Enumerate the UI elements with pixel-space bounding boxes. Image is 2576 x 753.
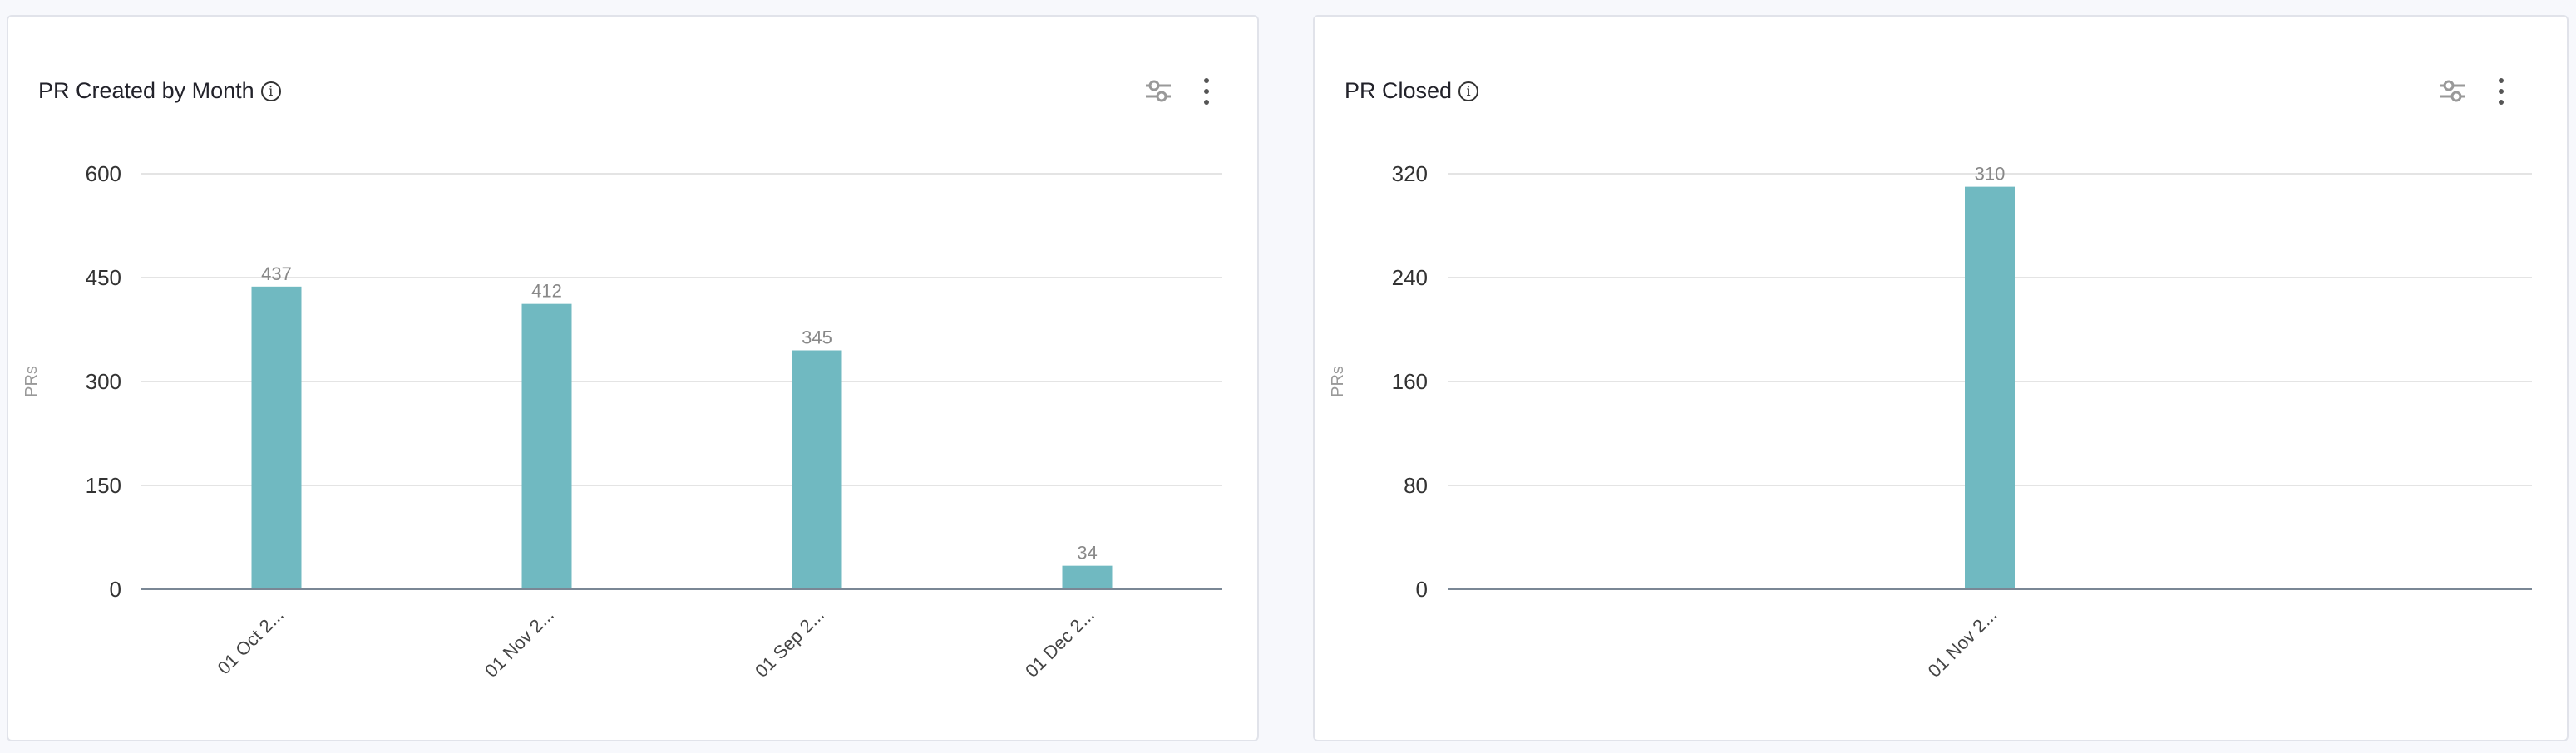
x-tick-label: 01 Sep 2...: [751, 604, 828, 682]
card-title-text: PR Closed: [1345, 78, 1453, 103]
pr-created-card: PR Created by Month i 0 150 300 450 600 PRs 437…: [7, 15, 1259, 741]
y-tick-label: 320: [1392, 161, 1428, 186]
y-tick-label: 0: [1416, 577, 1428, 602]
more-options-icon[interactable]: [2497, 76, 2505, 106]
pr-closed-chart: 0 80 160 240 320 PRs 310 01 Nov 2...: [1329, 161, 2532, 682]
y-tick-label: 240: [1392, 265, 1428, 290]
bar: [1965, 186, 2015, 589]
y-tick-label: 0: [110, 577, 121, 602]
y-tick-label: 600: [86, 161, 121, 186]
y-axis-label: PRs: [1329, 366, 1347, 397]
info-icon[interactable]: i: [260, 81, 281, 101]
y-tick-label: 450: [86, 265, 121, 290]
bar: [792, 350, 842, 589]
data-label: 345: [802, 327, 832, 348]
y-tick-label: 300: [86, 369, 121, 394]
filter-settings-icon[interactable]: [2439, 78, 2467, 103]
info-icon[interactable]: i: [1458, 81, 1479, 101]
data-label: 34: [1077, 543, 1097, 564]
y-tick-label: 80: [1404, 473, 1428, 498]
x-tick-label: 01 Nov 2...: [481, 604, 558, 682]
card-title-text: PR Created by Month: [38, 78, 254, 103]
data-label: 310: [1975, 164, 2006, 185]
data-label: 412: [531, 281, 562, 302]
x-tick-label: 01 Nov 2...: [1924, 604, 2001, 682]
x-tick-label: 01 Dec 2...: [1021, 604, 1098, 682]
card-title: PR Closed i: [1345, 78, 1479, 104]
bar: [521, 303, 572, 589]
y-tick-label: 160: [1392, 369, 1428, 394]
bar: [1062, 565, 1113, 589]
filter-settings-icon[interactable]: [1144, 78, 1172, 103]
y-tick-label: 150: [86, 473, 121, 498]
more-options-icon[interactable]: [1202, 76, 1211, 106]
y-axis-label: PRs: [22, 366, 41, 397]
card-title: PR Created by Month i: [38, 78, 281, 104]
data-label: 437: [261, 263, 292, 284]
pr-created-chart: 0 150 300 450 600 PRs 437 01 Oct 2... 412 01 Nov …: [22, 161, 1222, 682]
x-tick-label: 01 Oct 2...: [214, 604, 288, 678]
bar: [251, 286, 302, 589]
pr-closed-card: PR Closed i 0 80 160 240 320 PRs 310 01 Nov 2...: [1313, 15, 2569, 741]
